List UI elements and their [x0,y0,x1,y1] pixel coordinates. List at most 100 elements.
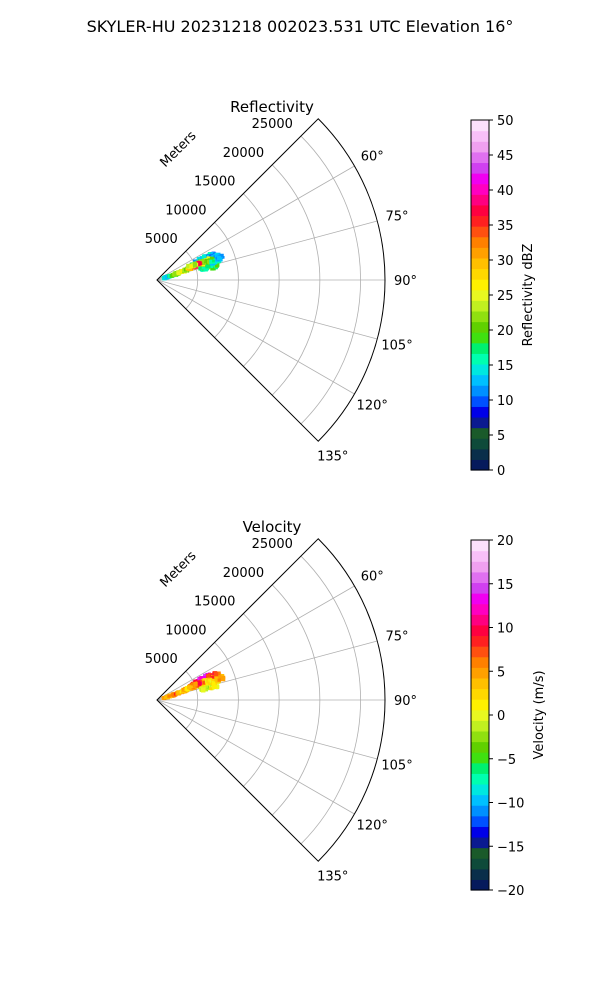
colorbar-segment [471,363,489,376]
colorbar-segment [471,868,489,880]
colorbar-tick-label: 35 [497,219,514,234]
colorbar-segment [471,699,489,711]
colorbar-segment [471,783,489,796]
echo-cell [212,259,215,263]
colorbar-segment [471,752,489,764]
colorbar-segment [471,847,489,859]
colorbar-segment [471,268,489,280]
echo-cell [215,258,219,262]
r-tick-label: 10000 [165,623,206,638]
colorbar-segment [471,194,489,206]
panel-title: Reflectivity [230,98,314,116]
colorbar-segment [471,656,489,668]
echo-cell [209,680,213,683]
colorbar-segment [471,321,489,333]
echo-cell [189,264,193,268]
colorbar-tick-label: −20 [497,884,524,899]
echo-cell [205,265,209,269]
echo-cell [174,272,178,276]
r-tick-label: 10000 [165,203,206,218]
colorbar-tick-label: 10 [497,622,514,637]
echo-cell [199,676,204,681]
echo-cell [210,265,214,269]
colorbar-segment [471,416,489,429]
colorbar-segment [471,720,489,732]
echo-cell [209,256,215,262]
colorbar-segment [471,459,489,471]
echo-cell [209,687,213,691]
panel-velocity: Velocity Meters 5000 10000 15000 20000 25000… [145,518,417,885]
echo-cell [201,266,205,270]
echo-cell [212,684,217,689]
colorbar-tick-label: 40 [497,184,514,199]
theta-tick-label: 105° [381,338,412,353]
echo-cell [206,267,209,271]
colorbar-segment [471,215,489,227]
echo-cell [200,688,206,693]
colorbar-segment [471,448,489,460]
colorbar-tick-label: 30 [497,254,514,269]
colorbar-segment [471,741,489,753]
echo-cell [198,684,203,689]
echo-cell [214,264,219,268]
colorbar-tick-label: 20 [497,324,514,339]
echo-cell [211,676,216,681]
grid-radial [156,220,378,281]
echo-cell [207,259,211,264]
echo-cell [200,260,205,265]
colorbar-segment [471,879,489,891]
echo-cell [211,679,215,683]
colorbar-segment [471,438,489,450]
echo-cell [176,690,181,695]
echo-cell [197,682,201,686]
colorbar-tick-label: −10 [497,797,524,812]
echo-cell [217,678,221,682]
colorbar-tick-label: 15 [497,578,514,593]
colorbar-segment [471,385,489,397]
r-tick-label: 15000 [194,175,235,190]
r-tick-label: 25000 [252,117,293,132]
echo-cell [186,685,192,690]
grid-radial [156,699,355,815]
grid-radial [156,279,378,340]
colorbar-segment [471,826,489,838]
echo-cell [211,681,216,686]
echo-cell [206,679,210,684]
colorbar-segment [471,236,489,248]
colorbar-tick-label: 10 [497,394,514,409]
r-tick-label: 5000 [145,232,178,247]
theta-tick-label: 90° [394,694,417,709]
theta-tick-label: 60° [361,570,384,585]
r-tick-label: 20000 [223,566,264,581]
echo-cell [214,261,218,264]
echo-cell [176,271,181,276]
echo-cell [171,692,177,698]
figure-suptitle: SKYLER-HU 20231218 002023.531 UTC Elevat… [87,17,514,36]
echo-cell [217,672,221,676]
colorbar-segment [471,805,489,817]
grid-radial [156,640,378,701]
colorbar-tick-label: 5 [497,429,505,444]
colorbar-tick-label: 50 [497,114,514,129]
colorbar-segment [471,709,489,721]
sector-outline [156,118,386,442]
echo-cell [205,681,210,686]
colorbar-segment [471,815,489,827]
r-tick-label: 5000 [145,652,178,667]
echo-cell [218,675,222,679]
colorbar-tick-label: −15 [497,840,524,855]
grid-radial [156,585,355,701]
colorbar-segment [471,141,489,153]
r-axis-label: Meters [158,128,200,170]
colorbar-tick-label: 45 [497,149,514,164]
theta-tick-label: 90° [394,274,417,289]
echo-cell [199,256,204,260]
echo-cell [185,687,190,692]
colorbar-segment [471,173,489,185]
echo-cell [220,676,226,682]
colorbar-segment [471,310,489,323]
theta-tick-label: 120° [357,818,388,833]
colorbar-tick-label: 5 [497,665,505,680]
colorbar-segment [471,162,489,174]
